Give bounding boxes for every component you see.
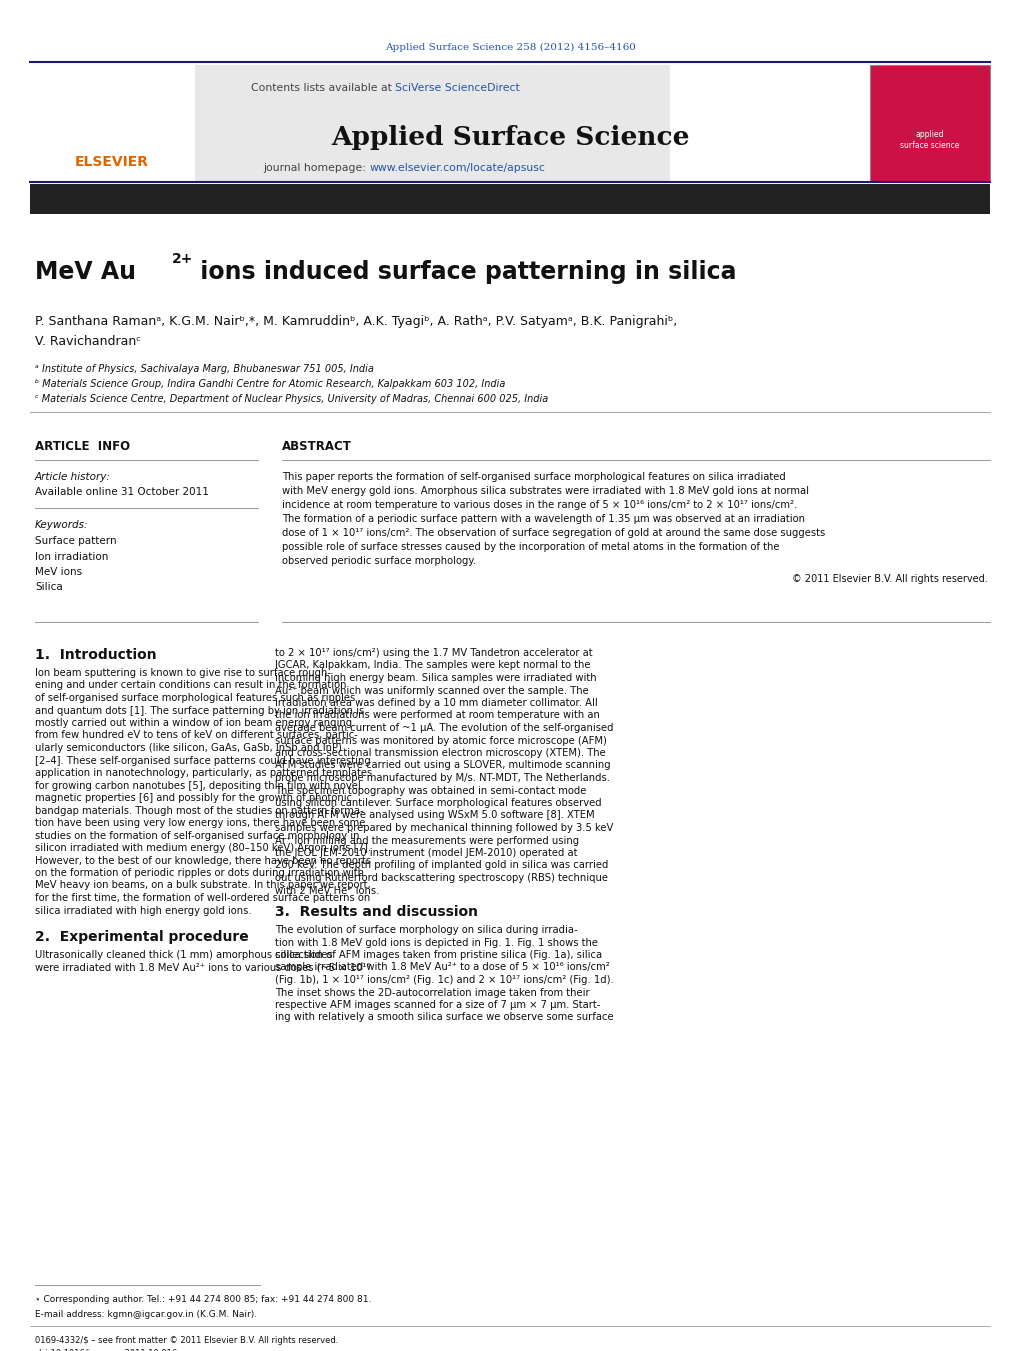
- FancyBboxPatch shape: [195, 65, 670, 182]
- Text: bandgap materials. Though most of the studies on pattern forma-: bandgap materials. Though most of the st…: [35, 805, 363, 816]
- Text: the ion irradiations were performed at room temperature with an: the ion irradiations were performed at r…: [275, 711, 600, 720]
- Text: magnetic properties [6] and possibly for the growth of photonic: magnetic properties [6] and possibly for…: [35, 793, 352, 802]
- Text: for growing carbon nanotubes [5], depositing thin film with novel: for growing carbon nanotubes [5], deposi…: [35, 781, 360, 790]
- Text: 200 keV. The depth profiling of implanted gold in silica was carried: 200 keV. The depth profiling of implante…: [275, 861, 609, 870]
- Text: tion have been using very low energy ions, there have been some: tion have been using very low energy ion…: [35, 817, 366, 828]
- Text: © 2011 Elsevier B.V. All rights reserved.: © 2011 Elsevier B.V. All rights reserved…: [792, 574, 988, 584]
- Text: ᶜ Materials Science Centre, Department of Nuclear Physics, University of Madras,: ᶜ Materials Science Centre, Department o…: [35, 394, 548, 404]
- Text: and cross-sectional transmission electron microscopy (XTEM). The: and cross-sectional transmission electro…: [275, 748, 605, 758]
- Text: ening and under certain conditions can result in the formation: ening and under certain conditions can r…: [35, 681, 346, 690]
- Text: irradiation area was defined by a 10 mm diameter collimator. All: irradiation area was defined by a 10 mm …: [275, 698, 597, 708]
- Text: through AFM were analysed using WSxM 5.0 software [8]. XTEM: through AFM were analysed using WSxM 5.0…: [275, 811, 594, 820]
- Text: MeV heavy ion beams, on a bulk substrate. In this paper we report,: MeV heavy ion beams, on a bulk substrate…: [35, 881, 371, 890]
- Text: of self-organised surface morphological features such as ripples: of self-organised surface morphological …: [35, 693, 355, 703]
- Text: AFM studies were carried out using a SLOVER, multimode scanning: AFM studies were carried out using a SLO…: [275, 761, 611, 770]
- Text: P. Santhana Ramanᵃ, K.G.M. Nairᵇ,*, M. Kamruddinᵇ, A.K. Tyagiᵇ, A. Rathᵃ, P.V. S: P. Santhana Ramanᵃ, K.G.M. Nairᵇ,*, M. K…: [35, 315, 677, 328]
- Text: Au²⁺ beam which was uniformly scanned over the sample. The: Au²⁺ beam which was uniformly scanned ov…: [275, 685, 589, 696]
- Text: respective AFM images scanned for a size of 7 μm × 7 μm. Start-: respective AFM images scanned for a size…: [275, 1000, 600, 1011]
- Text: ᵇ Materials Science Group, Indira Gandhi Centre for Atomic Research, Kalpakkam 6: ᵇ Materials Science Group, Indira Gandhi…: [35, 380, 505, 389]
- Text: with 2 MeV He⁺ ions.: with 2 MeV He⁺ ions.: [275, 885, 380, 896]
- FancyBboxPatch shape: [30, 65, 195, 182]
- Text: samples were prepared by mechanical thinning followed by 3.5 keV: samples were prepared by mechanical thin…: [275, 823, 614, 834]
- Text: IGCAR, Kalpakkam, India. The samples were kept normal to the: IGCAR, Kalpakkam, India. The samples wer…: [275, 661, 590, 670]
- Text: V. Ravichandranᶜ: V. Ravichandranᶜ: [35, 335, 141, 349]
- FancyBboxPatch shape: [30, 184, 990, 213]
- Text: Applied Surface Science 258 (2012) 4156–4160: Applied Surface Science 258 (2012) 4156–…: [385, 43, 636, 53]
- FancyBboxPatch shape: [870, 65, 990, 182]
- Text: silica irradiated with high energy gold ions.: silica irradiated with high energy gold …: [35, 905, 251, 916]
- Text: Contents lists available at: Contents lists available at: [250, 82, 395, 93]
- Text: ⋆ Corresponding author. Tel.: +91 44 274 800 85; fax: +91 44 274 800 81.: ⋆ Corresponding author. Tel.: +91 44 274…: [35, 1296, 372, 1304]
- Text: from few hundred eV to tens of keV on different surfaces, partic-: from few hundred eV to tens of keV on di…: [35, 731, 358, 740]
- Text: using silicon cantilever. Surface morphological features observed: using silicon cantilever. Surface morpho…: [275, 798, 601, 808]
- Text: SciVerse ScienceDirect: SciVerse ScienceDirect: [395, 82, 520, 93]
- Text: Ultrasonically cleaned thick (1 mm) amorphous silica slides: Ultrasonically cleaned thick (1 mm) amor…: [35, 950, 333, 961]
- Text: incidence at room temperature to various doses in the range of 5 × 10¹⁶ ions/cm²: incidence at room temperature to various…: [282, 500, 797, 509]
- Text: Surface pattern: Surface pattern: [35, 536, 116, 546]
- Text: The evolution of surface morphology on silica during irradia-: The evolution of surface morphology on s…: [275, 925, 578, 935]
- Text: with MeV energy gold ions. Amorphous silica substrates were irradiated with 1.8 : with MeV energy gold ions. Amorphous sil…: [282, 486, 809, 496]
- Text: observed periodic surface morphology.: observed periodic surface morphology.: [282, 557, 476, 566]
- Text: E-mail address: kgmn@igcar.gov.in (K.G.M. Nair).: E-mail address: kgmn@igcar.gov.in (K.G.M…: [35, 1310, 257, 1319]
- Text: www.elsevier.com/locate/apsusc: www.elsevier.com/locate/apsusc: [370, 163, 546, 173]
- Text: Applied Surface Science: Applied Surface Science: [331, 126, 690, 150]
- Text: The inset shows the 2D-autocorrelation image taken from their: The inset shows the 2D-autocorrelation i…: [275, 988, 589, 997]
- Text: MeV Au: MeV Au: [35, 259, 136, 284]
- Text: dose of 1 × 10¹⁷ ions/cm². The observation of surface segregation of gold at aro: dose of 1 × 10¹⁷ ions/cm². The observati…: [282, 528, 825, 538]
- Text: Ion irradiation: Ion irradiation: [35, 551, 108, 562]
- Text: the JEOL JEM-2010 instrument (model JEM-2010) operated at: the JEOL JEM-2010 instrument (model JEM-…: [275, 848, 578, 858]
- Text: probe microscope manufactured by M/s. NT-MDT, The Netherlands.: probe microscope manufactured by M/s. NT…: [275, 773, 610, 784]
- Text: This paper reports the formation of self-organised surface morphological feature: This paper reports the formation of self…: [282, 471, 786, 482]
- Text: The specimen topography was obtained in semi-contact mode: The specimen topography was obtained in …: [275, 785, 586, 796]
- Text: studies on the formation of self-organised surface morphology in: studies on the formation of self-organis…: [35, 831, 359, 840]
- Text: sample irradiated with 1.8 MeV Au²⁺ to a dose of 5 × 10¹⁶ ions/cm²: sample irradiated with 1.8 MeV Au²⁺ to a…: [275, 962, 610, 973]
- Text: average beam current of ~1 μA. The evolution of the self-organised: average beam current of ~1 μA. The evolu…: [275, 723, 614, 734]
- Text: collection of AFM images taken from pristine silica (Fig. 1a), silica: collection of AFM images taken from pris…: [275, 950, 602, 961]
- Text: Available online 31 October 2011: Available online 31 October 2011: [35, 486, 209, 497]
- Text: silicon irradiated with medium energy (80–150 keV) Argon ions [7].: silicon irradiated with medium energy (8…: [35, 843, 371, 852]
- Text: surface patterns was monitored by atomic force microscope (AFM): surface patterns was monitored by atomic…: [275, 735, 606, 746]
- Text: incoming high energy beam. Silica samples were irradiated with: incoming high energy beam. Silica sample…: [275, 673, 596, 684]
- Text: and quantum dots [1]. The surface patterning by ion irradiation is: and quantum dots [1]. The surface patter…: [35, 705, 364, 716]
- Text: on the formation of periodic ripples or dots during irradiation with: on the formation of periodic ripples or …: [35, 867, 364, 878]
- Text: tion with 1.8 MeV gold ions is depicted in Fig. 1. Fig. 1 shows the: tion with 1.8 MeV gold ions is depicted …: [275, 938, 598, 947]
- Text: doi:10.1016/j.apsusc.2011.10.016: doi:10.1016/j.apsusc.2011.10.016: [35, 1350, 178, 1351]
- Text: ᵃ Institute of Physics, Sachivalaya Marg, Bhubaneswar 751 005, India: ᵃ Institute of Physics, Sachivalaya Marg…: [35, 363, 374, 374]
- Text: 0169-4332/$ – see front matter © 2011 Elsevier B.V. All rights reserved.: 0169-4332/$ – see front matter © 2011 El…: [35, 1336, 338, 1346]
- Text: 2.  Experimental procedure: 2. Experimental procedure: [35, 929, 249, 944]
- Text: for the first time, the formation of well-ordered surface patterns on: for the first time, the formation of wel…: [35, 893, 371, 902]
- Text: Article history:: Article history:: [35, 471, 111, 482]
- Text: 1.  Introduction: 1. Introduction: [35, 648, 156, 662]
- Text: Ion beam sputtering is known to give rise to surface rough-: Ion beam sputtering is known to give ris…: [35, 667, 331, 678]
- Text: to 2 × 10¹⁷ ions/cm²) using the 1.7 MV Tandetron accelerator at: to 2 × 10¹⁷ ions/cm²) using the 1.7 MV T…: [275, 648, 592, 658]
- Text: Silica: Silica: [35, 582, 62, 593]
- Text: out using Rutherford backscattering spectroscopy (RBS) technique: out using Rutherford backscattering spec…: [275, 873, 607, 884]
- Text: applied
surface science: applied surface science: [901, 130, 960, 150]
- Text: were irradiated with 1.8 MeV Au²⁺ ions to various doses (~5 × 10¹⁶: were irradiated with 1.8 MeV Au²⁺ ions t…: [35, 962, 371, 973]
- Text: ELSEVIER: ELSEVIER: [75, 155, 149, 169]
- Text: 2+: 2+: [172, 253, 193, 266]
- Text: (Fig. 1b), 1 × 10¹⁷ ions/cm² (Fig. 1c) and 2 × 10¹⁷ ions/cm² (Fig. 1d).: (Fig. 1b), 1 × 10¹⁷ ions/cm² (Fig. 1c) a…: [275, 975, 614, 985]
- Text: ing with relatively a smooth silica surface we observe some surface: ing with relatively a smooth silica surf…: [275, 1012, 614, 1023]
- Text: journal homepage:: journal homepage:: [263, 163, 370, 173]
- Text: MeV ions: MeV ions: [35, 567, 82, 577]
- Text: ularly semiconductors (like silicon, GaAs, GaSb, InSb and InP): ularly semiconductors (like silicon, GaA…: [35, 743, 342, 753]
- Text: application in nanotechnology, particularly, as patterned templates: application in nanotechnology, particula…: [35, 767, 373, 778]
- Text: mostly carried out within a window of ion beam energy ranging: mostly carried out within a window of io…: [35, 717, 352, 728]
- Text: Keywords:: Keywords:: [35, 520, 89, 530]
- Text: ions induced surface patterning in silica: ions induced surface patterning in silic…: [192, 259, 736, 284]
- Text: However, to the best of our knowledge, there have been no reports: However, to the best of our knowledge, t…: [35, 855, 371, 866]
- Text: 3.  Results and discussion: 3. Results and discussion: [275, 905, 478, 919]
- Text: ABSTRACT: ABSTRACT: [282, 440, 352, 453]
- Text: Ar⁺ ion milling and the measurements were performed using: Ar⁺ ion milling and the measurements wer…: [275, 835, 579, 846]
- Text: The formation of a periodic surface pattern with a wavelength of 1.35 μm was obs: The formation of a periodic surface patt…: [282, 513, 805, 524]
- Text: ARTICLE  INFO: ARTICLE INFO: [35, 440, 130, 453]
- Text: [2–4]. These self-organised surface patterns could have interesting: [2–4]. These self-organised surface patt…: [35, 755, 371, 766]
- Text: possible role of surface stresses caused by the incorporation of metal atoms in : possible role of surface stresses caused…: [282, 542, 779, 553]
